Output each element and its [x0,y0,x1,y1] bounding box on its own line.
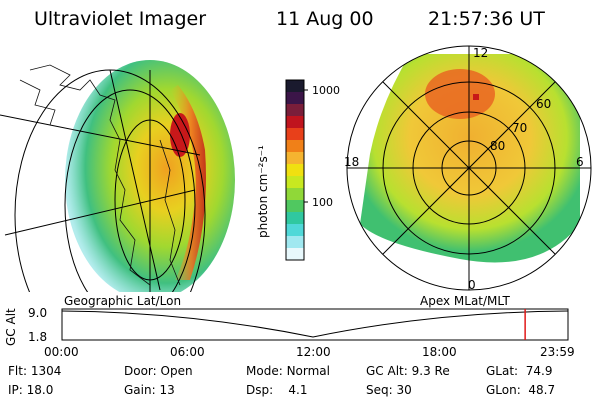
info-seq-value: 30 [396,383,412,397]
colorbar: 1000 100 [285,79,340,261]
info-seq: Seq: 30 [366,383,412,397]
info-gain-value: 13 [159,383,175,397]
date-label: 11 Aug 00 [276,8,374,30]
info-glat: GLat: 74.9 [486,364,552,378]
info-door: Door: Open [124,364,193,378]
info-gcalt-label: GC Alt: [366,364,408,378]
altitude-ylabel: GC Alt [4,308,18,346]
colorbar-segment [286,152,304,165]
info-ip: IP: 18.0 [8,383,53,397]
info-flt: Flt: 1304 [8,364,61,378]
right-panel-label: Apex MLat/MLT [420,294,510,308]
info-glon: GLon: 48.7 [486,383,555,397]
altitude-ytick-low: 1.8 [28,330,48,344]
info-seq-label: Seq: [366,383,393,397]
altitude-ytick-high: 9.0 [28,306,48,320]
info-mode-value: Normal [286,364,330,378]
polar-image: 12 18 6 0 60 70 80 [344,45,592,292]
lat-label-80: 80 [490,139,505,153]
info-dsp-value: 4.1 [288,383,308,397]
info-gain-label: Gain: [124,383,156,397]
lat-label-70: 70 [512,121,527,135]
info-door-label: Door: [124,364,157,378]
colorbar-tick-100: 100 [312,196,333,209]
colorbar-segment [286,236,304,249]
coastlines [19,64,181,286]
colorbar-segment [286,188,304,201]
colorbar-segment [286,128,304,141]
lat-label-60: 60 [536,97,551,111]
left-panel-label: Geographic Lat/Lon [64,294,182,308]
colorbar-segment [286,200,304,213]
info-mode-label: Mode: [246,364,283,378]
info-flt-value: 1304 [30,364,62,378]
altitude-plot-frame [61,308,569,341]
info-gcalt-value: 9.3 Re [411,364,450,378]
mlt-label-12: 12 [473,46,488,60]
info-door-value: Open [160,364,193,378]
time-label: 21:57:36 UT [428,8,545,30]
colorbar-unit: photon cm⁻²s⁻¹ [256,145,270,238]
altitude-curve [61,310,569,338]
colorbar-segment [286,80,304,93]
colorbar-segment [286,176,304,189]
info-ip-value: 18.0 [26,383,54,397]
info-ip-label: IP: [8,383,23,397]
info-gcalt: GC Alt: 9.3 Re [366,364,450,378]
colorbar-segment [286,164,304,177]
mlt-label-18: 18 [344,155,359,169]
bright-spot [170,113,190,157]
mlt-label-6: 6 [576,155,584,169]
info-glat-value: 74.9 [525,364,553,378]
info-glon-label: GLon: [486,383,521,397]
info-dsp: Dsp: 4.1 [246,383,308,397]
xtick-1800: 18:00 [422,345,457,359]
altitude-plot [61,308,569,341]
xtick-0600: 06:00 [170,345,205,359]
colorbar-segment [286,104,304,117]
geographic-image [0,60,235,292]
colorbar-tick-1000: 1000 [312,84,340,97]
auroral-oval [360,54,580,263]
info-mode: Mode: Normal [246,364,330,378]
dayside-rim [170,85,206,280]
info-glat-label: GLat: [486,364,519,378]
xtick-1200: 12:00 [296,345,331,359]
dayside-hotspot [425,69,495,119]
colorbar-segment [286,224,304,237]
colorbar-segment [286,212,304,225]
xtick-2359: 23:59 [540,345,575,359]
mlt-label-0: 0 [468,278,476,292]
colorbar-segment [286,92,304,105]
info-glon-value: 48.7 [528,383,556,397]
colorbar-segment [286,140,304,153]
colorbar-segment [286,248,304,261]
xtick-0000: 00:00 [44,345,79,359]
info-gain: Gain: 13 [124,383,175,397]
info-dsp-label: Dsp: [246,383,274,397]
instrument-title: Ultraviolet Imager [34,8,207,30]
colorbar-segment [286,116,304,129]
info-flt-label: Flt: [8,364,27,378]
